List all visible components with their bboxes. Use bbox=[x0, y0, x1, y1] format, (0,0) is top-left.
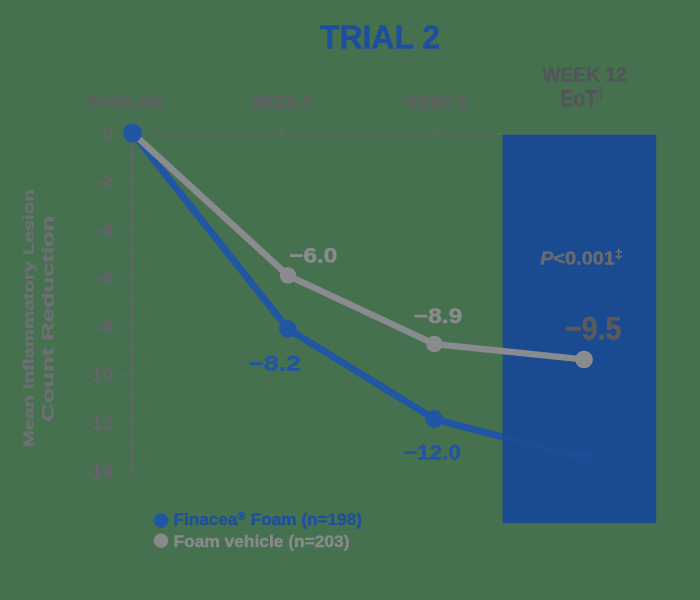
svg-text:-8: -8 bbox=[96, 317, 113, 338]
svg-text:−9.5: −9.5 bbox=[565, 311, 622, 347]
svg-text:-12: -12 bbox=[85, 414, 112, 435]
svg-text:Finacea® Foam (n=198): Finacea ® Foam (n=198) bbox=[174, 511, 363, 529]
svg-text:TRIAL 2: TRIAL 2 bbox=[320, 19, 440, 56]
svg-text:Foam vehicle (n=203): Foam vehicle (n=203) bbox=[174, 533, 350, 551]
svg-text:-14: -14 bbox=[85, 462, 113, 483]
svg-text:BASELINE: BASELINE bbox=[88, 92, 165, 112]
svg-text:−8.9: −8.9 bbox=[414, 305, 463, 328]
svg-text:WEEK 12: WEEK 12 bbox=[542, 63, 627, 86]
svg-text:-10: -10 bbox=[85, 365, 112, 386]
svg-text:†: † bbox=[597, 86, 605, 103]
svg-text:Mean Inflammatory Lesion: Mean Inflammatory Lesion bbox=[21, 189, 38, 447]
svg-text:−6.0: −6.0 bbox=[289, 245, 337, 268]
svg-text:Count Reduction: Count Reduction bbox=[39, 216, 58, 422]
svg-text:P<0.001‡: P<0.001 ‡ bbox=[540, 246, 622, 268]
svg-text:-4: -4 bbox=[96, 220, 113, 241]
svg-text:WEEK 8: WEEK 8 bbox=[405, 92, 466, 112]
svg-text:-2: -2 bbox=[96, 172, 113, 193]
svg-text:WEEK 4: WEEK 4 bbox=[250, 92, 310, 112]
svg-text:−8.2: −8.2 bbox=[248, 353, 301, 376]
svg-text:-6: -6 bbox=[96, 269, 113, 290]
svg-text:−12.0: −12.0 bbox=[404, 442, 461, 465]
svg-text:EoT: EoT bbox=[561, 85, 598, 112]
svg-text:0: 0 bbox=[102, 124, 113, 145]
